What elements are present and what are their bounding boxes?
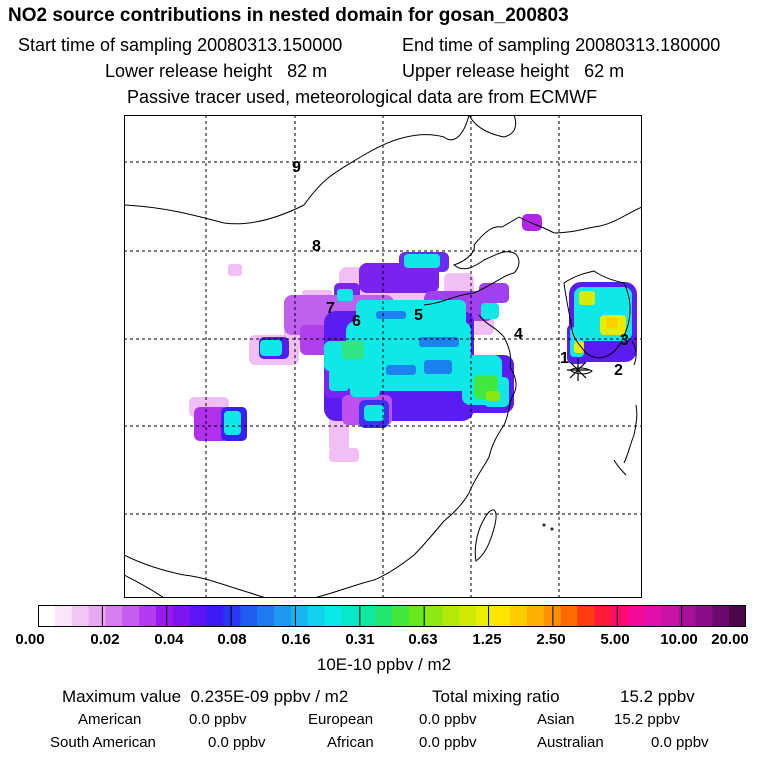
colorbar-tick: 2.50 (536, 631, 566, 648)
grid-lines (124, 115, 642, 598)
south-american-value: 0.0 ppbv (208, 734, 266, 751)
max-value: Maximum value 0.235E-09 ppbv / m2 (62, 687, 349, 706)
coastlines (124, 115, 642, 598)
african-label: African (327, 734, 374, 751)
plume-hotspots (342, 291, 626, 401)
colorbar-cell (526, 605, 545, 627)
australian-value: 0.0 ppbv (651, 734, 709, 751)
star-icon (567, 359, 589, 381)
colorbar-tick: 1.25 (472, 631, 502, 648)
colorbar-cell (661, 605, 680, 627)
colorbar-cell (189, 605, 208, 627)
american-value: 0.0 ppbv (189, 711, 247, 728)
colorbar-tick: 0.63 (408, 631, 438, 648)
colorbar-cell (156, 605, 174, 627)
colorbar-cell (240, 605, 258, 627)
colorbar-cell (139, 605, 157, 627)
colorbar-cell (594, 605, 612, 627)
asian-label: Asian (537, 711, 575, 728)
total-mixing-label: Total mixing ratio (432, 687, 560, 706)
colorbar (38, 605, 746, 627)
colorbar-tick: 20.00 (711, 631, 749, 648)
tracer-note: Passive tracer used, meteorological data… (127, 87, 598, 107)
region-label-3: 3 (620, 332, 629, 349)
region-label-7: 7 (326, 300, 335, 317)
colorbar-cell (611, 605, 629, 627)
colorbar-tick: 10.00 (660, 631, 698, 648)
colorbar-cell (678, 605, 697, 627)
european-value: 0.0 ppbv (419, 711, 477, 728)
colorbar-cell (223, 605, 241, 627)
map-canvas: 9 8 7 6 5 4 1 2 3 (124, 115, 642, 598)
asian-value: 15.2 ppbv (614, 711, 680, 728)
european-label: European (308, 711, 374, 728)
colorbar-cell (358, 605, 376, 627)
release-upper: Upper release height 62 m (402, 61, 625, 81)
colorbar-cell (172, 605, 191, 627)
colorbar-cell (206, 605, 225, 627)
sampling-start: Start time of sampling 20080313.150000 (18, 35, 343, 55)
american-label: American (78, 711, 142, 728)
region-label-1: 1 (560, 350, 569, 367)
colorbar-cell (695, 605, 713, 627)
colorbar-cell (324, 605, 343, 627)
colorbar-cell (71, 605, 90, 627)
colorbar-cell (88, 605, 107, 627)
colorbar-tick: 0.00 (15, 631, 45, 648)
south-american-label: South American (50, 734, 156, 751)
colorbar-cell (712, 605, 730, 627)
colorbar-cell (54, 605, 73, 627)
release-lower: Lower release height 82 m (105, 61, 328, 81)
colorbar-cell (442, 605, 461, 627)
colorbar-tick: 0.04 (154, 631, 184, 648)
total-mixing-value: 15.2 ppbv (620, 687, 695, 706)
colorbar-cell (341, 605, 359, 627)
colorbar-cell (290, 605, 309, 627)
colorbar-cell (392, 605, 410, 627)
colorbar-cell (408, 605, 427, 627)
region-label-9: 9 (292, 159, 301, 176)
colorbar-cell (375, 605, 393, 627)
colorbar-unit: 10E-10 ppbv / m2 (316, 655, 452, 674)
region-label-2: 2 (614, 362, 623, 379)
african-value: 0.0 ppbv (419, 734, 477, 751)
colorbar-cell (628, 605, 646, 627)
colorbar-cell (560, 605, 579, 627)
colorbar-cell (122, 605, 140, 627)
region-label-6: 6 (352, 313, 361, 330)
colorbar-tick: 0.08 (217, 631, 247, 648)
sampling-end: End time of sampling 20080313.180000 (402, 35, 721, 55)
page-title: NO2 source contributions in nested domai… (8, 5, 569, 26)
colorbar-cell (257, 605, 275, 627)
colorbar-cell (105, 605, 123, 627)
colorbar-cell (476, 605, 494, 627)
colorbar-tick: 5.00 (600, 631, 630, 648)
colorbar-tick: 0.02 (90, 631, 120, 648)
colorbar-tick: 0.31 (345, 631, 375, 648)
colorbar-cell (459, 605, 477, 627)
map-border (124, 115, 642, 598)
colorbar-cell (493, 605, 511, 627)
colorbar-cell (729, 605, 746, 627)
region-label-4: 4 (514, 326, 523, 343)
australian-label: Australian (537, 734, 604, 751)
colorbar-cell (425, 605, 444, 627)
colorbar-cell (577, 605, 595, 627)
region-label-8: 8 (312, 238, 321, 255)
colorbar-cell (644, 605, 663, 627)
colorbar-cell (510, 605, 528, 627)
region-label-5: 5 (414, 307, 423, 324)
colorbar-cell (307, 605, 326, 627)
colorbar-cell (38, 605, 56, 627)
colorbar-cell (274, 605, 292, 627)
colorbar-tick: 0.16 (281, 631, 311, 648)
map-panel: 9 8 7 6 5 4 1 2 3 (124, 115, 642, 598)
